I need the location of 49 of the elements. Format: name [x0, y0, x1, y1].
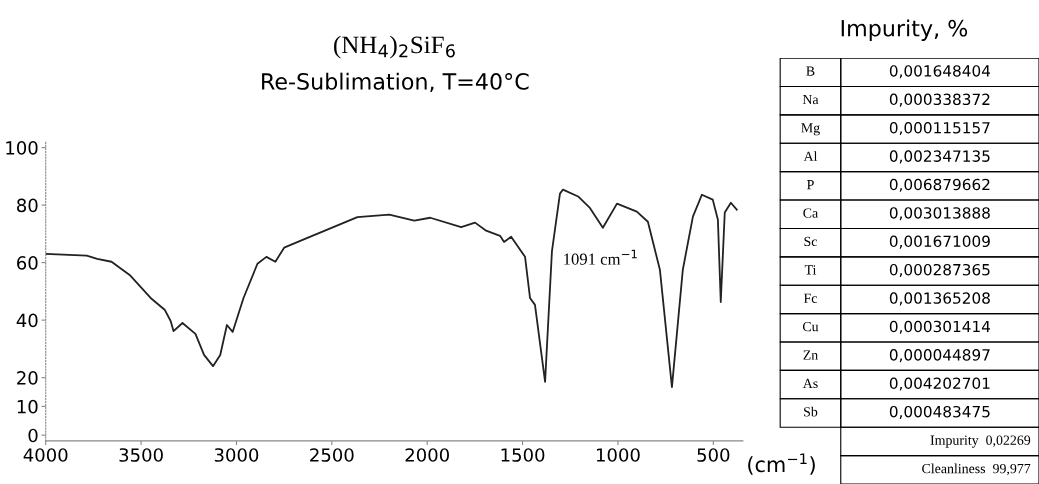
x-tick-label: 4000: [23, 448, 68, 462]
x-axis-title: (cm$^{−1}$): [748, 453, 815, 475]
y-tick-label: 100: [6, 141, 38, 155]
x-tick-label: 1500: [501, 448, 545, 462]
x-tick-label: 500: [697, 448, 730, 462]
y-tick-label: 0: [28, 428, 38, 443]
category-label: As: [802, 378, 818, 389]
text: 0,001365208: [889, 292, 990, 306]
text: Cleanliness 99,977: [922, 463, 1031, 476]
category-label: Cu: [802, 321, 819, 332]
x-tick-label: 3000: [214, 448, 259, 462]
text: Impurity 0,02269: [930, 435, 1031, 448]
y-tick-label: 20: [17, 371, 38, 385]
text: 0,000044897: [889, 349, 990, 363]
category-label: P: [807, 180, 814, 190]
text: 0,000338372: [889, 93, 990, 107]
category-label: Sc: [804, 236, 817, 247]
y-tick-label: 80: [17, 198, 38, 213]
text: Impurity, %: [841, 19, 968, 41]
x-tick-label: 3500: [119, 448, 163, 462]
category-label: Mg: [801, 123, 820, 136]
category-label: Al: [803, 151, 818, 161]
category-label: Sb: [804, 406, 818, 417]
text: 0,000301414: [889, 320, 991, 334]
annotation: 1091 cm$^{−1}$: [564, 249, 637, 265]
text: 0,006879662: [889, 178, 990, 192]
text: 0,004202701: [889, 377, 990, 391]
text: 0,001671009: [889, 235, 990, 249]
line-series: [45, 188, 738, 389]
category-label: Zn: [803, 350, 818, 360]
category-label: B: [806, 66, 815, 76]
chart-subtitle: Re-Sublimation, T=40°C: [262, 72, 529, 93]
category-label: Fc: [803, 293, 817, 303]
text: 0,000483475: [889, 405, 990, 420]
text: 0,000115157: [889, 121, 990, 136]
category-label: Na: [802, 94, 819, 105]
text: 0,002347135: [889, 150, 990, 164]
text: 0,000287365: [889, 263, 990, 278]
y-tick-label: 60: [17, 256, 38, 270]
text: 0,003013888: [889, 207, 990, 221]
chart-title: (NH$_{4}$)$_{2}$SiF$_{6}$: [334, 35, 455, 59]
text: 0,001648404: [889, 65, 991, 79]
x-tick-label: 2000: [405, 448, 449, 462]
x-tick-label: 2500: [310, 448, 354, 462]
category-label: Ca: [803, 208, 818, 218]
y-tick-label: 40: [16, 313, 38, 328]
x-tick-label: 1000: [596, 448, 640, 462]
category-label: Ti: [804, 265, 817, 275]
y-tick-label: 10: [17, 399, 38, 414]
